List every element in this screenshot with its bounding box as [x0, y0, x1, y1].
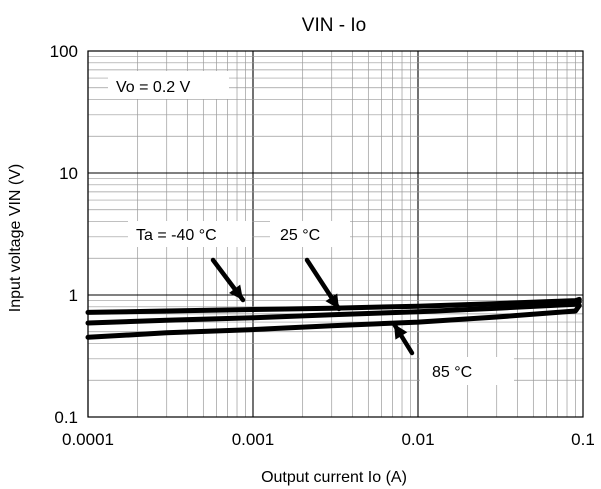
chart-title: VIN - Io — [302, 15, 366, 36]
annotation-label-2: 85 °C — [432, 364, 472, 381]
condition-label: Vo = 0.2 V — [116, 79, 191, 96]
y-tick-label: 1 — [69, 286, 78, 305]
series-line-1 — [85, 299, 582, 326]
series-layer — [85, 296, 582, 340]
grid-layer — [87, 51, 583, 418]
x-tick-label: 0.01 — [401, 430, 434, 449]
annotation-label-box-2 — [420, 357, 514, 385]
series-line-0 — [85, 296, 582, 315]
annotation-label-box-0 — [128, 221, 252, 247]
annotation-arrow-head-2 — [394, 324, 408, 340]
y-tick-label: 100 — [50, 42, 78, 61]
plot-frame — [87, 50, 584, 418]
annotation-arrow-head-1 — [325, 293, 339, 309]
x-axis-label: Output current Io (A) — [261, 469, 407, 486]
annotation-label-1: 25 °C — [280, 227, 320, 244]
y-tick-label: 0.1 — [54, 408, 78, 427]
annotation-layer: Ta = -40 °C 25 °C 85 °C — [128, 221, 514, 385]
annotation-label-0: Ta = -40 °C — [136, 227, 217, 244]
annotation-arrow-head-0 — [229, 284, 243, 300]
x-tick-label: 0.1 — [571, 430, 595, 449]
y-tick-label: 10 — [59, 164, 78, 183]
y-axis-label: Input voltage VIN (V) — [7, 164, 24, 313]
annotation-label-box-1 — [270, 221, 350, 247]
x-tick-label: 0.001 — [232, 430, 275, 449]
tick-layer: 0.0001 0.001 0.01 0.1 100 10 1 0.1 — [50, 42, 595, 449]
condition-label-box — [108, 71, 229, 99]
series-line-2 — [85, 303, 582, 340]
x-tick-label: 0.0001 — [62, 430, 114, 449]
